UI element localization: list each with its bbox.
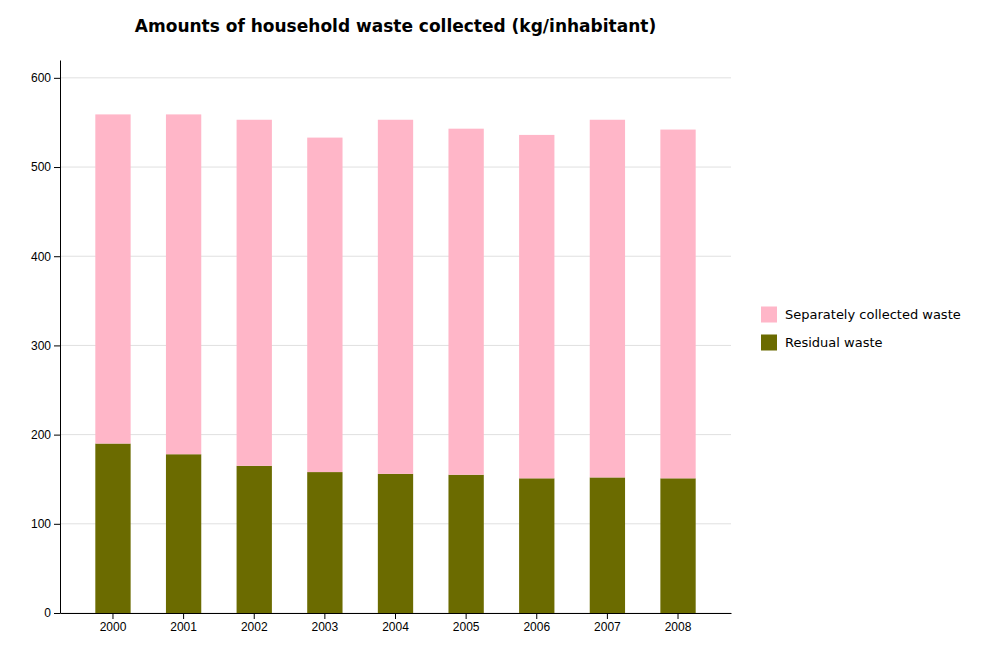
x-tick: 2004 <box>382 613 409 634</box>
title: Amounts of household waste collected (kg… <box>135 16 656 36</box>
bar <box>378 120 413 474</box>
legend-item: Residual waste <box>761 335 883 351</box>
bar <box>519 135 554 478</box>
series <box>95 114 695 478</box>
y-tick-label: 300 <box>31 339 51 353</box>
y-tick: 0 <box>44 606 60 620</box>
bar <box>95 444 130 613</box>
bar <box>166 454 201 613</box>
y-tick-label: 600 <box>31 71 51 85</box>
y-tick-label: 400 <box>31 250 51 264</box>
grid <box>60 78 731 613</box>
x-tick-label: 2008 <box>665 620 692 634</box>
x-tick-label: 2004 <box>382 620 409 634</box>
y-tick: 100 <box>31 517 60 531</box>
y-tick-mark <box>54 345 60 346</box>
y-tick-label: 200 <box>31 428 51 442</box>
bar <box>590 120 625 478</box>
x-tick-mark <box>536 613 537 619</box>
y-tick: 200 <box>31 428 60 442</box>
y-tick: 600 <box>31 71 60 85</box>
y-tick-mark <box>54 256 60 257</box>
y-axis: 0 100 200 300 400 500 600 <box>31 61 61 621</box>
y-tick-label: 0 <box>44 606 51 620</box>
bars <box>95 114 695 613</box>
x-tick-mark <box>607 613 608 619</box>
legend-label: Residual waste <box>785 335 883 350</box>
x-tick: 2003 <box>312 613 339 634</box>
chart: 2000 2001 2002 2003 2004 2005 2006 2007 2008 0 100… <box>0 0 991 663</box>
y-tick: 400 <box>31 250 60 264</box>
y-tick: 500 <box>31 160 60 174</box>
bar <box>660 130 695 479</box>
y-axis-line <box>60 61 61 614</box>
bar <box>448 475 483 613</box>
legend-swatch <box>761 335 777 351</box>
x-tick-mark <box>324 613 325 619</box>
x-tick-mark <box>466 613 467 619</box>
y-tick-mark <box>54 167 60 168</box>
y-tick: 300 <box>31 339 60 353</box>
x-tick: 2008 <box>665 613 692 634</box>
y-tick-label: 500 <box>31 160 51 174</box>
x-tick: 2007 <box>594 613 621 634</box>
grid-line <box>60 77 731 78</box>
y-tick-label: 100 <box>31 517 51 531</box>
x-tick: 2001 <box>170 613 197 634</box>
x-tick-label: 2002 <box>241 620 268 634</box>
legend-swatch <box>761 307 777 323</box>
plot: 2000 2001 2002 2003 2004 2005 2006 2007 2008 0 100… <box>31 61 732 634</box>
y-tick-mark <box>54 613 60 614</box>
bar <box>448 129 483 475</box>
x-tick: 2005 <box>453 613 480 634</box>
x-tick-label: 2001 <box>170 620 197 634</box>
y-tick-mark <box>54 524 60 525</box>
x-tick-mark <box>254 613 255 619</box>
bar <box>95 114 130 443</box>
bar <box>166 114 201 454</box>
x-tick-label: 2006 <box>523 620 550 634</box>
x-tick-label: 2005 <box>453 620 480 634</box>
bar <box>237 120 272 466</box>
x-axis: 2000 2001 2002 2003 2004 2005 2006 2007 2008 <box>61 613 732 634</box>
x-tick-label: 2000 <box>100 620 127 634</box>
x-tick-mark <box>395 613 396 619</box>
bar <box>307 138 342 472</box>
bar <box>660 478 695 613</box>
bar <box>307 472 342 613</box>
x-tick-mark <box>678 613 679 619</box>
x-tick-mark <box>112 613 113 619</box>
legend-item: Separately collected waste <box>761 307 961 323</box>
legend: Separately collected waste Residual waste <box>761 307 961 351</box>
y-tick-mark <box>54 78 60 79</box>
y-tick-mark <box>54 435 60 436</box>
bar <box>519 478 554 613</box>
x-tick-mark <box>183 613 184 619</box>
legend-label: Separately collected waste <box>785 307 961 322</box>
x-tick-label: 2003 <box>312 620 339 634</box>
x-tick: 2006 <box>523 613 550 634</box>
x-tick: 2002 <box>241 613 268 634</box>
bar <box>590 477 625 613</box>
x-tick: 2000 <box>100 613 127 634</box>
bar <box>378 474 413 613</box>
x-tick-label: 2007 <box>594 620 621 634</box>
bar <box>237 466 272 613</box>
